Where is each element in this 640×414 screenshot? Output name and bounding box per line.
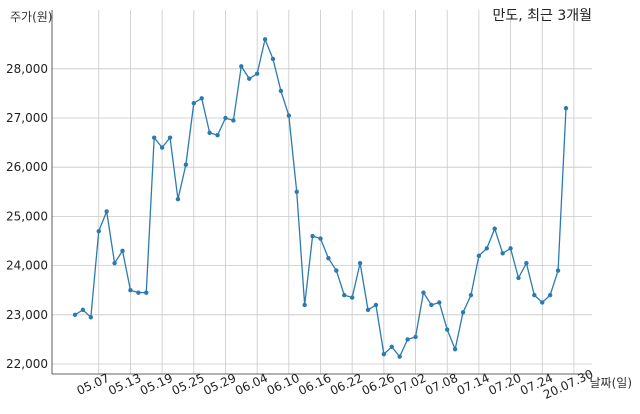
data-point: [207, 130, 212, 135]
data-point: [262, 37, 268, 42]
y-tick-label: 23,000: [6, 308, 48, 322]
data-point: [159, 145, 165, 150]
data-point: [429, 302, 434, 308]
data-point: [254, 71, 260, 76]
data-point: [270, 56, 276, 62]
data-point: [88, 315, 94, 320]
data-point: [191, 101, 196, 106]
data-point: [286, 113, 292, 118]
data-point: [460, 310, 466, 315]
data-point: [555, 268, 561, 273]
data-point: [468, 292, 474, 298]
y-tick-label: 22,000: [6, 357, 48, 371]
data-point: [199, 96, 204, 101]
data-point: [144, 290, 149, 295]
series-layer: [72, 37, 569, 359]
data-point: [476, 253, 482, 258]
y-axis-label: 주가(원): [10, 10, 52, 24]
grid-layer: [52, 10, 592, 374]
data-point: [524, 260, 529, 266]
data-point: [540, 300, 545, 305]
data-point: [547, 292, 553, 298]
data-point: [342, 292, 347, 298]
data-point: [128, 288, 133, 293]
data-point: [80, 307, 86, 313]
data-point: [365, 307, 371, 313]
data-point: [421, 290, 426, 295]
data-point: [397, 354, 402, 359]
data-point: [175, 196, 181, 202]
data-point: [405, 337, 410, 342]
y-tick-label: 27,000: [6, 111, 48, 125]
data-point: [112, 260, 117, 266]
data-point: [247, 76, 252, 81]
y-tick-label: 24,000: [6, 259, 48, 273]
data-point: [167, 135, 173, 140]
y-tick-label: 28,000: [6, 62, 48, 76]
data-point: [373, 302, 379, 308]
data-point: [239, 64, 244, 69]
data-point: [302, 302, 307, 308]
data-point: [96, 228, 101, 234]
x-axis-label: 날짜(일): [590, 376, 632, 390]
data-point: [452, 347, 458, 352]
data-point: [326, 256, 331, 261]
data-point: [357, 260, 363, 266]
data-point: [151, 135, 157, 140]
data-point: [389, 344, 394, 349]
data-point: [484, 246, 490, 251]
data-point: [104, 209, 109, 214]
data-point: [500, 251, 505, 256]
data-point: [516, 275, 521, 281]
data-point: [445, 327, 450, 332]
data-point: [334, 268, 339, 273]
data-point: [532, 292, 537, 298]
data-point: [136, 290, 141, 295]
data-point: [231, 118, 236, 123]
data-point: [278, 88, 284, 94]
data-point: [381, 351, 387, 357]
data-point: [492, 226, 497, 231]
chart-title: 만도, 최근 3개월: [492, 8, 592, 24]
y-tick-label: 26,000: [6, 160, 48, 174]
y-tick-label: 25,000: [6, 209, 48, 223]
data-point: [183, 162, 189, 167]
data-point: [72, 312, 78, 317]
data-point: [318, 236, 323, 241]
data-point: [508, 246, 513, 251]
data-point: [349, 295, 355, 300]
data-point: [215, 133, 220, 138]
data-point: [120, 248, 125, 254]
data-point: [437, 300, 442, 305]
data-point: [413, 334, 418, 340]
data-point: [223, 115, 228, 121]
data-point: [563, 105, 569, 111]
axis-layer: [51, 10, 592, 375]
label-layer: 22,000 23,000 24,000 25,000 26,000 27,000 28,0…: [6, 62, 595, 402]
data-point: [310, 233, 315, 239]
data-point: [294, 189, 299, 194]
